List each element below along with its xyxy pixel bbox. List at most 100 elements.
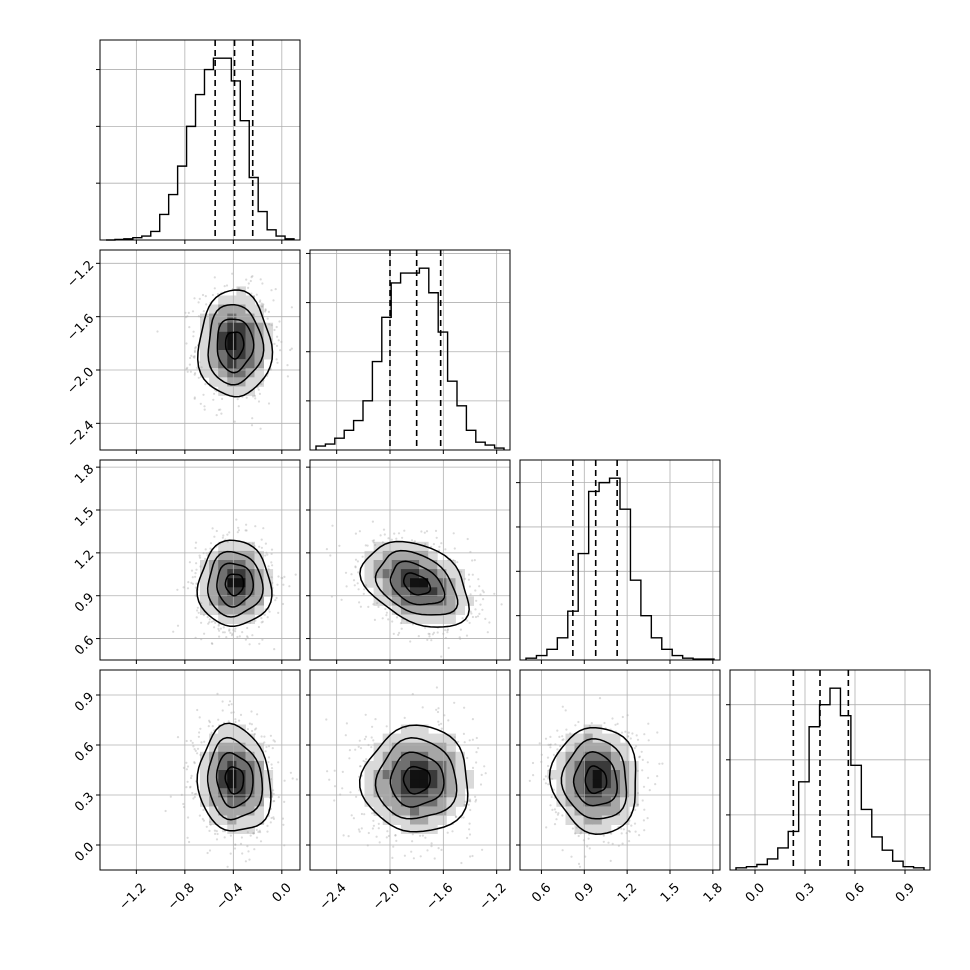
scatter-point (192, 797, 195, 800)
density-cell (245, 340, 255, 351)
scatter-point (270, 561, 273, 564)
scatter-point (193, 349, 197, 352)
density-cell (227, 340, 237, 351)
scatter-point (234, 718, 237, 721)
scatter-point (229, 834, 232, 837)
scatter-point (469, 593, 472, 596)
density-cell (209, 587, 219, 597)
contour-line (206, 550, 264, 618)
scatter-point (253, 733, 256, 736)
scatter-point (376, 602, 379, 605)
scatter-point (273, 328, 276, 332)
scatter-point (363, 738, 366, 741)
scatter-point (371, 827, 374, 830)
x-tick-label: −0.4 (213, 880, 246, 913)
density-cell (364, 550, 374, 561)
scatter-point (620, 827, 623, 830)
density-cell (592, 724, 603, 734)
scatter-point (634, 808, 637, 812)
scatter-point (453, 547, 456, 550)
x-tick-label: 1.5 (658, 880, 683, 905)
scatter-point (193, 748, 196, 751)
scatter-point (460, 861, 463, 865)
density-cell (574, 733, 584, 744)
density-cell (254, 788, 264, 798)
scatter-point (176, 588, 179, 591)
density-cell (227, 313, 237, 324)
density-cell (254, 751, 264, 762)
density-cell (437, 751, 447, 762)
scatter-point (359, 765, 362, 768)
density-cell (419, 614, 429, 624)
scatter-point (378, 841, 381, 844)
scatter-point (424, 626, 427, 629)
scatter-point (616, 722, 619, 726)
density-cell (245, 313, 255, 324)
scatter-point (403, 854, 406, 857)
scatter-point (200, 602, 203, 605)
scatter-point (383, 533, 386, 536)
density-cell (245, 322, 255, 333)
scatter-point (257, 400, 261, 403)
scatter-point (532, 774, 535, 777)
density-cell (455, 760, 465, 771)
density-cell (583, 751, 594, 762)
scatter-point (355, 795, 358, 798)
contour-line (207, 303, 265, 386)
scatter-point (425, 530, 429, 533)
density-cell (428, 797, 438, 807)
scatter-point (419, 834, 422, 837)
scatter-point (571, 827, 575, 830)
scatter-point (621, 842, 624, 845)
density-cell (227, 550, 237, 561)
scatter-point (646, 817, 649, 820)
scatter-point (286, 375, 289, 378)
scatter-point (264, 542, 267, 545)
scatter-point (435, 708, 438, 711)
scatter-point (260, 621, 263, 624)
scatter-point (627, 735, 630, 738)
density-cell (209, 578, 219, 588)
scatter-point (421, 834, 424, 837)
scatter-point (217, 718, 220, 721)
scatter-point (395, 537, 398, 540)
scatter-point (377, 822, 380, 826)
scatter-point (528, 779, 531, 783)
scatter-point (467, 803, 470, 806)
scatter-point (551, 777, 554, 781)
gridlines (730, 670, 930, 870)
density-cell (382, 797, 393, 807)
scatter-point (447, 628, 450, 631)
density-cell (428, 770, 438, 780)
density-cell (245, 541, 255, 552)
scatter-point (453, 701, 456, 704)
density-cell (455, 788, 465, 798)
scatter-point (258, 392, 261, 395)
scatter-point (198, 556, 202, 559)
density-cell (400, 815, 411, 825)
scatter-point (186, 587, 190, 590)
density-cell (200, 770, 210, 780)
density-cell (410, 806, 420, 816)
scatter-point (194, 575, 197, 578)
scatter-point (364, 544, 367, 547)
scatter-point (642, 819, 646, 822)
scatter-point (419, 855, 422, 858)
scatter-point (463, 706, 466, 709)
scatter-point (377, 827, 380, 830)
density-cell (236, 541, 246, 552)
density-cell (437, 779, 447, 789)
scatter-point (372, 603, 375, 606)
scatter-point (268, 323, 271, 326)
scatter-point (375, 835, 378, 838)
scatter-point (202, 310, 205, 313)
scatter-point (203, 740, 206, 743)
scatter-point (267, 756, 271, 759)
density-cell (565, 742, 575, 753)
scatter-point (602, 840, 605, 843)
density-cell (227, 724, 237, 734)
scatter-point (193, 795, 196, 799)
scatter-point (230, 711, 233, 714)
x-tick-label: 0.6 (843, 880, 868, 905)
